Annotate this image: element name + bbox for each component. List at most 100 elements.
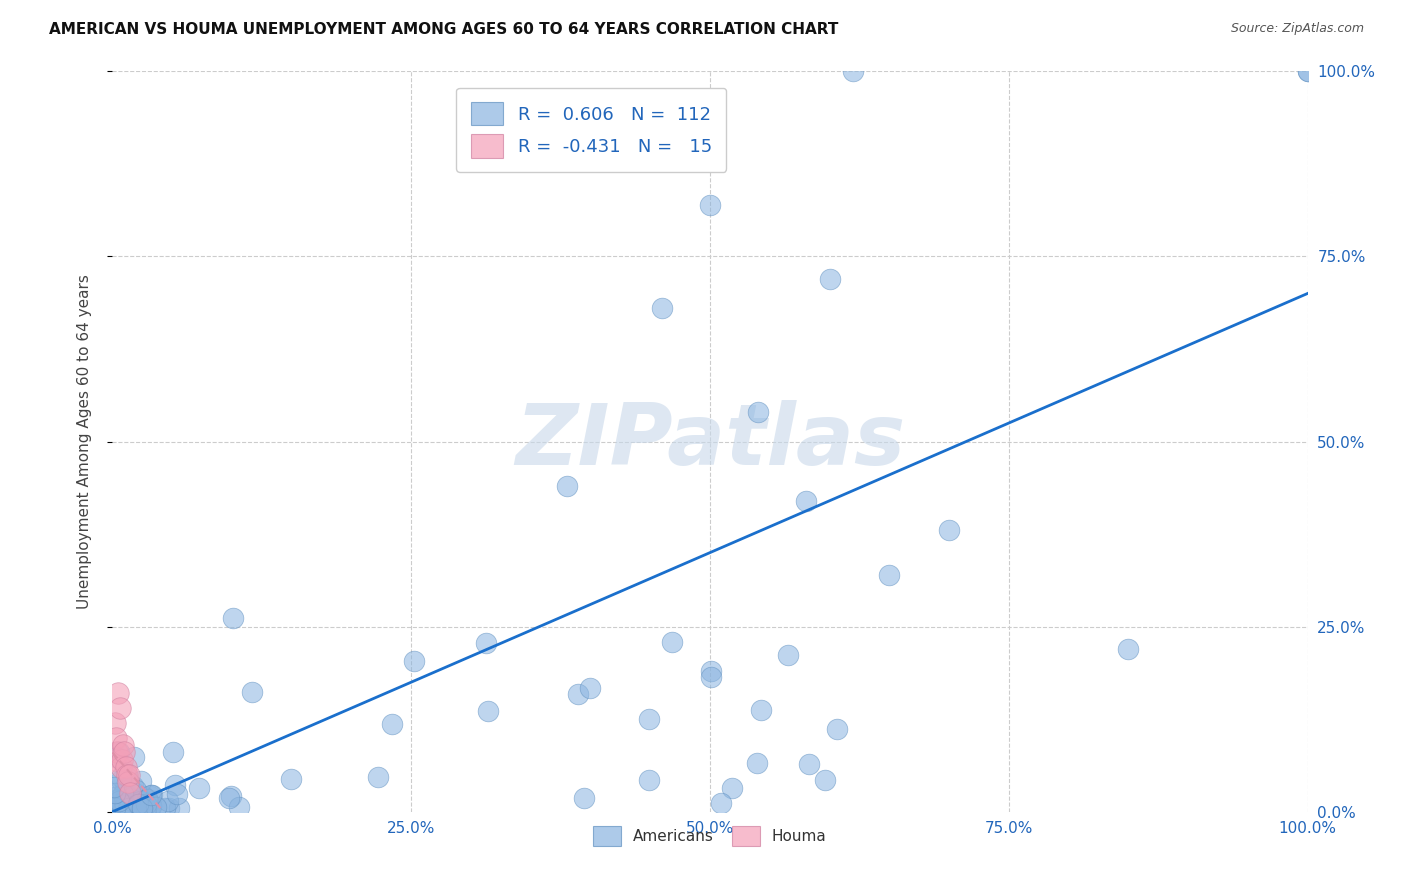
Point	[156, 794, 179, 808]
Point	[128, 797, 150, 812]
Point	[117, 801, 139, 815]
Point	[110, 773, 132, 788]
Point	[104, 786, 127, 800]
Point	[115, 767, 138, 781]
Point	[145, 800, 167, 814]
Point	[111, 753, 134, 767]
Y-axis label: Unemployment Among Ages 60 to 64 years: Unemployment Among Ages 60 to 64 years	[77, 274, 91, 609]
Point	[122, 799, 145, 814]
Point	[638, 772, 661, 787]
Point	[103, 780, 125, 795]
Point	[107, 686, 129, 700]
Point	[117, 770, 139, 784]
Point	[117, 797, 139, 812]
Point	[131, 794, 153, 808]
Point	[700, 670, 723, 684]
Point	[814, 772, 837, 787]
Point	[118, 798, 141, 813]
Point	[131, 789, 153, 803]
Point	[131, 799, 153, 814]
Point	[169, 801, 191, 815]
Point	[124, 793, 146, 807]
Point	[747, 405, 769, 419]
Point	[228, 800, 250, 814]
Point	[402, 654, 425, 668]
Point	[651, 301, 673, 316]
Point	[112, 795, 135, 809]
Point	[280, 772, 302, 786]
Point	[778, 648, 800, 663]
Point	[117, 801, 139, 815]
Point	[122, 750, 145, 764]
Point	[108, 801, 131, 815]
Point	[118, 799, 141, 814]
Point	[240, 685, 263, 699]
Point	[135, 801, 157, 815]
Point	[797, 757, 820, 772]
Point	[219, 789, 242, 803]
Text: AMERICAN VS HOUMA UNEMPLOYMENT AMONG AGES 60 TO 64 YEARS CORRELATION CHART: AMERICAN VS HOUMA UNEMPLOYMENT AMONG AGE…	[49, 22, 838, 37]
Point	[818, 271, 841, 285]
Point	[125, 782, 148, 797]
Point	[129, 773, 152, 788]
Point	[131, 801, 153, 815]
Point	[114, 760, 136, 774]
Point	[110, 801, 132, 815]
Point	[141, 789, 163, 803]
Point	[112, 738, 135, 752]
Point	[661, 635, 683, 649]
Point	[163, 778, 186, 792]
Point	[129, 794, 152, 808]
Point	[118, 801, 141, 815]
Point	[162, 746, 184, 760]
Point	[710, 796, 733, 810]
Point	[135, 792, 157, 806]
Point	[157, 801, 180, 815]
Point	[112, 799, 135, 814]
Point	[121, 798, 143, 813]
Point	[114, 746, 135, 760]
Point	[136, 793, 159, 807]
Point	[105, 793, 128, 807]
Point	[104, 801, 127, 815]
Point	[794, 493, 817, 508]
Point	[118, 767, 141, 781]
Point	[745, 756, 768, 771]
Point	[475, 636, 498, 650]
Point	[115, 790, 138, 805]
Point	[105, 750, 128, 764]
Point	[749, 703, 772, 717]
Point	[1296, 64, 1319, 78]
Point	[381, 717, 404, 731]
Point	[104, 715, 127, 730]
Point	[367, 770, 389, 784]
Point	[118, 798, 141, 813]
Point	[124, 795, 146, 809]
Point	[121, 801, 143, 815]
Point	[129, 801, 152, 815]
Point	[879, 567, 901, 582]
Point	[121, 779, 143, 793]
Point	[108, 793, 131, 807]
Point	[114, 798, 136, 813]
Point	[699, 664, 721, 678]
Point	[103, 753, 125, 767]
Legend: Americans, Houma: Americans, Houma	[588, 821, 832, 852]
Point	[555, 479, 578, 493]
Point	[187, 781, 209, 796]
Point	[135, 797, 157, 811]
Point	[139, 789, 162, 803]
Point	[153, 801, 176, 815]
Point	[104, 790, 127, 805]
Point	[131, 801, 153, 815]
Point	[638, 713, 661, 727]
Point	[114, 780, 136, 794]
Point	[103, 800, 125, 814]
Point	[108, 701, 131, 715]
Point	[110, 760, 132, 774]
Point	[166, 787, 188, 801]
Point	[118, 780, 141, 794]
Point	[827, 722, 849, 736]
Point	[111, 794, 134, 808]
Point	[105, 746, 128, 760]
